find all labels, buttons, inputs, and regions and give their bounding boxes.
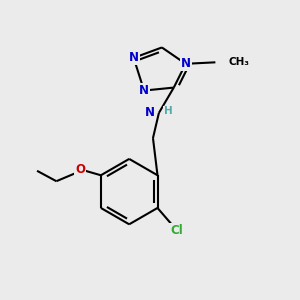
Text: Cl: Cl [170,224,183,237]
Text: O: O [75,163,85,176]
Text: H: H [164,106,173,116]
Text: N: N [139,84,149,97]
Text: CH₃: CH₃ [229,57,250,67]
Text: N: N [144,106,154,119]
Text: N: N [181,57,191,70]
Text: N: N [129,51,139,64]
